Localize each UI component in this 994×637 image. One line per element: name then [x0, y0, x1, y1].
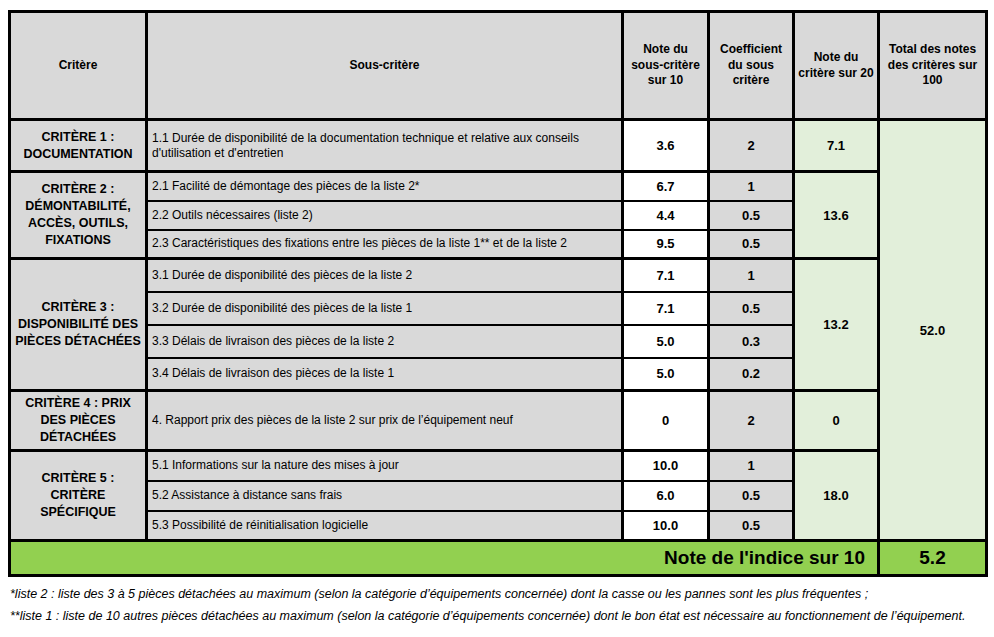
note20-criterion-2-cell: 13.6 — [794, 172, 879, 259]
coeff-2-3-cell: 0.5 — [709, 230, 794, 259]
sub-criterion-5-1-cell: 5.1 Informations sur la nature des mises… — [147, 451, 623, 481]
sub-criterion-1-1-cell: 1.1 Durée de disponibilité de la documen… — [147, 120, 623, 172]
note10-4-cell: 0 — [623, 391, 709, 451]
sub-criterion-3-3-cell: 3.3 Délais de livraison des pièces de la… — [147, 325, 623, 358]
note20-criterion-1-cell: 7.1 — [794, 120, 879, 172]
coeff-3-4-cell: 0.2 — [709, 358, 794, 391]
sub-criterion-3-1-cell: 3.1 Durée de disponibilité des pièces de… — [147, 259, 623, 292]
note10-2-1-cell: 6.7 — [623, 172, 709, 201]
index-note-value: 5.2 — [879, 541, 987, 576]
coeff-2-2-cell: 0.5 — [709, 201, 794, 230]
col-header-critere: Critère — [10, 12, 147, 120]
criterion-4-cell: CRITÈRE 4 : PRIX DES PIÈCES DÉTACHÉES — [10, 391, 147, 451]
note10-1-1-cell: 3.6 — [623, 120, 709, 172]
sub-criterion-2-2-cell: 2.2 Outils nécessaires (liste 2) — [147, 201, 623, 230]
repairability-index-table: Critère Sous-critère Note du sous-critèr… — [8, 10, 988, 577]
coeff-3-1-cell: 1 — [709, 259, 794, 292]
coeff-5-2-cell: 0.5 — [709, 481, 794, 511]
coeff-2-1-cell: 1 — [709, 172, 794, 201]
col-header-sous-critere: Sous-critère — [147, 12, 623, 120]
coeff-4-cell: 2 — [709, 391, 794, 451]
header-row: Critère Sous-critère Note du sous-critèr… — [10, 12, 987, 120]
sub-criterion-2-1-cell: 2.1 Facilité de démontage des pièces de … — [147, 172, 623, 201]
criterion-3-cell: CRITÈRE 3 : DISPONIBILITÉ DES PIÈCES DÉT… — [10, 259, 147, 391]
sub-criterion-2-3-cell: 2.3 Caractéristiques des fixations entre… — [147, 230, 623, 259]
coeff-1-1-cell: 2 — [709, 120, 794, 172]
note10-2-3-cell: 9.5 — [623, 230, 709, 259]
coeff-3-2-cell: 0.5 — [709, 292, 794, 325]
note10-3-1-cell: 7.1 — [623, 259, 709, 292]
sub-criterion-4-cell: 4. Rapport prix des pièces de la liste 2… — [147, 391, 623, 451]
page: Critère Sous-critère Note du sous-critèr… — [0, 0, 994, 637]
table-row: CRITÈRE 4 : PRIX DES PIÈCES DÉTACHÉES 4.… — [10, 391, 987, 451]
col-header-coefficient: Coefficient du sous critère — [709, 12, 794, 120]
note10-3-3-cell: 5.0 — [623, 325, 709, 358]
coeff-5-1-cell: 1 — [709, 451, 794, 481]
table-row: CRITÈRE 5 : CRITÈRE SPÉCIFIQUE 5.1 Infor… — [10, 451, 987, 481]
criterion-1-cell: CRITÈRE 1 : DOCUMENTATION — [10, 120, 147, 172]
note10-5-1-cell: 10.0 — [623, 451, 709, 481]
footnote-liste-1: **liste 1 : liste de 10 autres pièces dé… — [10, 606, 983, 628]
criterion-5-cell: CRITÈRE 5 : CRITÈRE SPÉCIFIQUE — [10, 451, 147, 541]
note10-3-4-cell: 5.0 — [623, 358, 709, 391]
note10-5-2-cell: 6.0 — [623, 481, 709, 511]
sub-criterion-5-2-cell: 5.2 Assistance à distance sans frais — [147, 481, 623, 511]
table-row: CRITÈRE 3 : DISPONIBILITÉ DES PIÈCES DÉT… — [10, 259, 987, 292]
sub-criterion-3-2-cell: 3.2 Durée de disponibilité des pièces de… — [147, 292, 623, 325]
note10-2-2-cell: 4.4 — [623, 201, 709, 230]
sub-criterion-5-3-cell: 5.3 Possibilité de réinitialisation logi… — [147, 511, 623, 541]
total-sur-100-cell: 52.0 — [879, 120, 987, 541]
note10-5-3-cell: 10.0 — [623, 511, 709, 541]
coeff-3-3-cell: 0.3 — [709, 325, 794, 358]
note20-criterion-5-cell: 18.0 — [794, 451, 879, 541]
footnote-liste-2: *liste 2 : liste des 3 à 5 pièces détach… — [10, 584, 983, 606]
sub-criterion-3-4-cell: 3.4 Délais de livraison des pièces de la… — [147, 358, 623, 391]
table-row: CRITÈRE 1 : DOCUMENTATION 1.1 Durée de d… — [10, 120, 987, 172]
col-header-note20: Note du critère sur 20 — [794, 12, 879, 120]
index-note-label: Note de l'indice sur 10 — [10, 541, 879, 576]
footnotes: *liste 2 : liste des 3 à 5 pièces détach… — [8, 584, 983, 628]
index-note-row: Note de l'indice sur 10 5.2 — [10, 541, 987, 576]
col-header-note10: Note du sous-critère sur 10 — [623, 12, 709, 120]
col-header-total: Total des notes des critères sur 100 — [879, 12, 987, 120]
note10-3-2-cell: 7.1 — [623, 292, 709, 325]
table-row: CRITÈRE 2 : DÉMONTABILITÉ, ACCÈS, OUTILS… — [10, 172, 987, 201]
note20-criterion-3-cell: 13.2 — [794, 259, 879, 391]
note20-criterion-4-cell: 0 — [794, 391, 879, 451]
criterion-2-cell: CRITÈRE 2 : DÉMONTABILITÉ, ACCÈS, OUTILS… — [10, 172, 147, 259]
coeff-5-3-cell: 0.5 — [709, 511, 794, 541]
